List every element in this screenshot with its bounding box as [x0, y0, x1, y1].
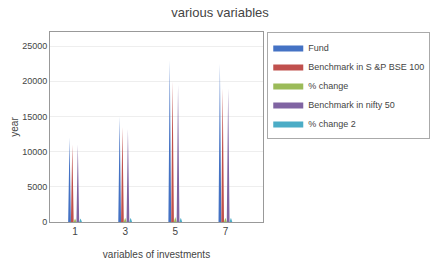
svg-text:15000: 15000 [22, 112, 47, 122]
svg-text:Benchmark in nifty 50: Benchmark in nifty 50 [308, 100, 395, 110]
svg-text:1: 1 [72, 226, 78, 237]
svg-text:7: 7 [223, 226, 229, 237]
svg-text:5: 5 [173, 226, 179, 237]
svg-text:various variables: various variables [171, 5, 269, 20]
svg-text:Benchmark in S &P BSE 100: Benchmark in S &P BSE 100 [308, 62, 424, 72]
svg-text:0: 0 [42, 217, 47, 227]
svg-text:20000: 20000 [22, 76, 47, 86]
svg-text:% change 2: % change 2 [308, 119, 356, 129]
svg-text:Fund: Fund [308, 43, 329, 53]
svg-text:5000: 5000 [27, 182, 47, 192]
svg-text:variables of investments: variables of investments [103, 249, 210, 260]
svg-text:10000: 10000 [22, 147, 47, 157]
svg-text:% change: % change [308, 81, 348, 91]
svg-text:25000: 25000 [22, 41, 47, 51]
svg-text:3: 3 [122, 226, 128, 237]
svg-text:year: year [9, 117, 20, 137]
